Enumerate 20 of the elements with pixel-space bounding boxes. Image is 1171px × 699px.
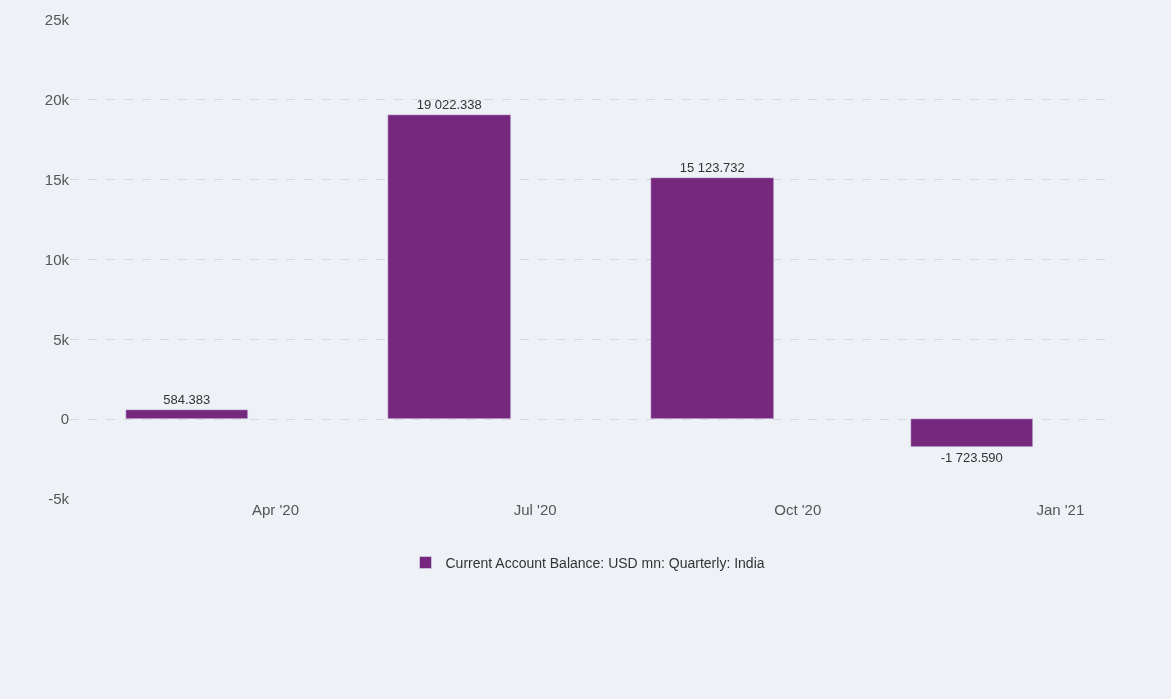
data-label: 15 123.732 bbox=[679, 159, 745, 175]
data-label: 584.383 bbox=[163, 391, 211, 407]
data-label: -1 723.590 bbox=[940, 449, 1003, 465]
y-tick-label: 25k bbox=[44, 11, 70, 29]
y-tick-label: -5k bbox=[48, 490, 70, 508]
legend-label: Current Account Balance: USD mn: Quarterly: India bbox=[445, 554, 765, 571]
bar bbox=[125, 409, 248, 419]
x-tick-label: Jul '20 bbox=[513, 501, 557, 518]
bar bbox=[650, 177, 774, 419]
x-tick-label: Oct '20 bbox=[774, 501, 822, 518]
bar bbox=[387, 114, 511, 419]
y-tick-label: 20k bbox=[44, 91, 70, 109]
bar bbox=[910, 418, 1033, 447]
y-tick-label: 15k bbox=[44, 170, 70, 188]
x-tick-label: Apr '20 bbox=[251, 501, 300, 518]
y-tick-label: 5k bbox=[53, 330, 70, 348]
data-label: 19 022.338 bbox=[416, 96, 482, 112]
y-tick-label: 0 bbox=[60, 410, 69, 428]
x-tick-label: Jan '21 bbox=[1036, 501, 1085, 518]
y-tick-label: 10k bbox=[44, 250, 70, 268]
